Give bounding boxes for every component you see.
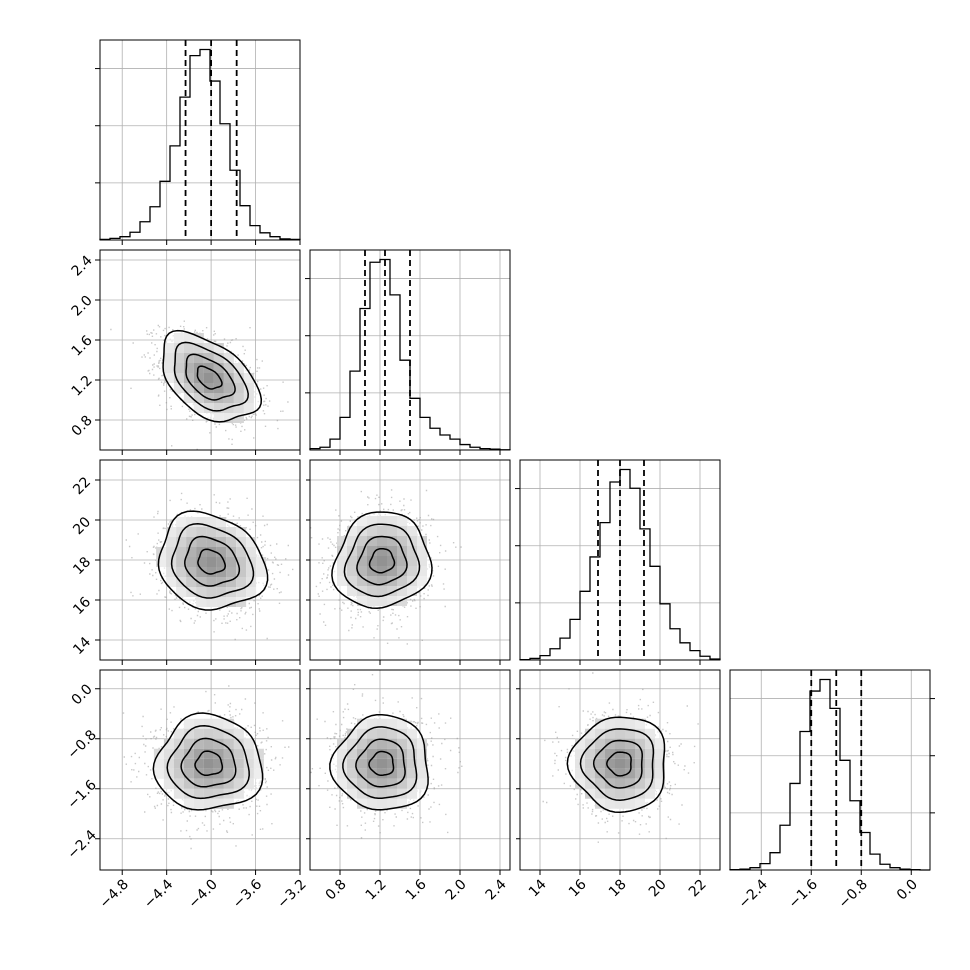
- x-tick-label: 1.6: [403, 876, 430, 903]
- contour-line: [355, 738, 406, 788]
- panel-content: [100, 670, 300, 870]
- x-tick-label: −4.0: [186, 876, 221, 911]
- contour-line: [197, 548, 226, 575]
- y-tick-label: 14: [70, 634, 94, 658]
- diag-panel-0: [95, 39, 301, 241]
- histogram-step: [729, 678, 930, 871]
- contour-line: [185, 353, 236, 401]
- x-tick-label: −3.6: [230, 876, 265, 911]
- panel-frame: [99, 249, 301, 451]
- contour-line: [566, 716, 666, 814]
- x-tick-label: 0.8: [323, 876, 350, 903]
- histogram-step: [309, 258, 511, 451]
- y-tick-label: −0.8: [65, 727, 100, 762]
- contour-line: [157, 510, 269, 611]
- x-tick-label: 0.0: [894, 876, 921, 903]
- contour-line: [368, 548, 396, 574]
- contour-line: [343, 523, 421, 598]
- contour-line: [173, 341, 249, 412]
- contour-line: [162, 329, 263, 423]
- density-cell: [236, 597, 247, 607]
- x-tick-label: 22: [686, 876, 710, 900]
- contour-line: [592, 739, 643, 789]
- y-tick-label: 1.6: [69, 332, 96, 359]
- x-tick-label: 18: [606, 876, 630, 900]
- x-tick-label: 16: [566, 876, 590, 900]
- y-tick-label: 22: [70, 474, 94, 498]
- panel-frame: [309, 249, 511, 451]
- panel-frame: [99, 669, 301, 871]
- diag-panel-3: [729, 669, 935, 871]
- density-cell: [337, 536, 347, 546]
- x-tick-label: 1.2: [363, 876, 390, 903]
- x-tick-label: −1.6: [786, 876, 821, 911]
- x-tick-label: −4.8: [97, 876, 132, 911]
- y-tick-label: 20: [70, 514, 94, 538]
- panel-frame: [309, 669, 511, 871]
- panel-content: [310, 670, 510, 870]
- y-tick-label: 2.0: [69, 293, 96, 320]
- contour-line: [579, 728, 655, 801]
- panel-frame: [729, 669, 931, 871]
- contour-line: [180, 737, 237, 788]
- y-tick-label: 1.2: [69, 373, 96, 400]
- scatter-points: [122, 685, 290, 850]
- contour-line: [606, 751, 632, 777]
- scatter-points: [310, 674, 463, 839]
- contour-line: [331, 511, 433, 610]
- panel-content: [520, 670, 720, 870]
- contour-line: [170, 523, 255, 599]
- y-tick-label: 18: [70, 554, 94, 578]
- density-cell: [233, 413, 244, 423]
- y-tick-label: 0.8: [69, 413, 96, 440]
- y-tick-label: 16: [70, 594, 94, 618]
- panel-frame: [99, 39, 301, 241]
- y-tick-label: 2.4: [69, 252, 96, 279]
- diag-panel-2: [515, 459, 721, 661]
- contour-line: [329, 713, 429, 811]
- pair-panel-1-3: [306, 669, 511, 875]
- panel-content: [310, 460, 510, 660]
- pair-panel-0-3: [95, 669, 301, 875]
- density-cell: [397, 596, 407, 606]
- contour-line: [196, 365, 223, 390]
- x-tick-label: 14: [526, 876, 550, 900]
- pair-panel-0-1: [95, 249, 301, 455]
- x-tick-label: 2.0: [443, 876, 470, 903]
- contour-line: [368, 750, 395, 776]
- x-tick-label: −3.2: [274, 876, 309, 911]
- y-tick-label: 0.0: [69, 681, 96, 708]
- contour-line: [194, 750, 224, 777]
- y-tick-label: −2.4: [65, 827, 100, 862]
- x-tick-label: −4.4: [141, 876, 176, 911]
- contour-line: [166, 724, 250, 800]
- pair-panel-1-2: [306, 459, 511, 665]
- x-tick-label: 20: [646, 876, 670, 900]
- contour-line: [356, 535, 408, 586]
- contour-line: [342, 726, 418, 799]
- y-tick-label: −1.6: [65, 777, 100, 812]
- x-tick-label: 2.4: [483, 876, 510, 903]
- histogram-step: [99, 48, 301, 241]
- panel-content: [100, 250, 300, 450]
- panel-content: [100, 460, 300, 660]
- pair-panel-0-2: [95, 459, 301, 665]
- x-tick-label: −0.8: [836, 876, 871, 911]
- x-tick-label: −2.4: [736, 876, 771, 911]
- contour-line: [184, 535, 241, 587]
- diag-panel-1: [305, 249, 511, 451]
- pair-panel-2-3: [516, 669, 721, 875]
